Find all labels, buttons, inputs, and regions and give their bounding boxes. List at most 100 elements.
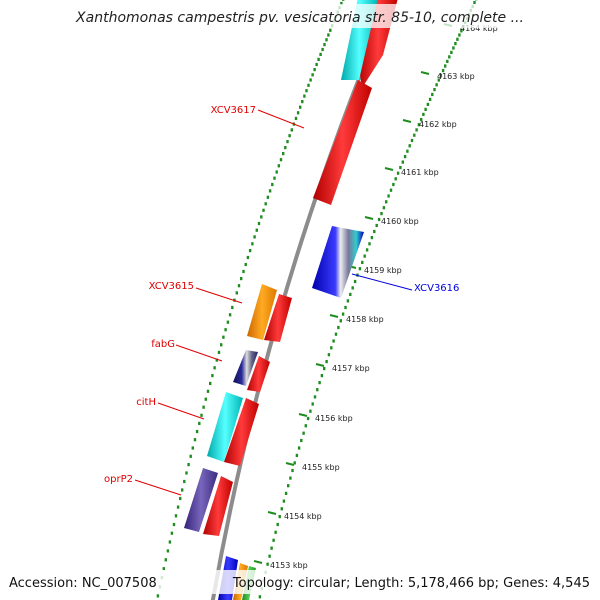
outer-track-dot <box>353 279 357 284</box>
scale-tick-mark <box>402 119 412 123</box>
scale-tick-mark <box>253 560 263 564</box>
outer-track-dot <box>323 367 326 371</box>
outer-track-dot <box>448 55 451 59</box>
feature-blue-xcv3616[interactable] <box>312 226 364 298</box>
scale-tick-mark <box>298 413 308 417</box>
outer-track-dot <box>452 46 455 50</box>
inner-track-dot <box>174 514 178 518</box>
outer-track-dot <box>444 64 447 68</box>
inner-track-dot <box>209 381 212 385</box>
inner-track-dot <box>215 358 218 362</box>
callout-line-fabg <box>175 344 223 362</box>
inner-track-dot <box>315 62 318 67</box>
inner-track-dot <box>228 313 232 317</box>
feature-orange-xcv3615[interactable] <box>247 284 277 340</box>
outer-track-dot <box>325 360 328 364</box>
feature-red-4157[interactable] <box>247 356 270 392</box>
gene-label-xcv3616[interactable]: XCV3616 <box>414 283 459 294</box>
gene-label-xcv3615[interactable]: XCV3615 <box>149 281 194 292</box>
outer-track-dot <box>433 88 436 92</box>
outer-track-dot <box>385 200 388 204</box>
scale-tick-label: 4154 kbp <box>284 512 322 521</box>
outer-track-dot <box>313 395 317 399</box>
outer-track-dot <box>365 248 369 252</box>
inner-track-dot <box>187 463 190 467</box>
outer-track-dot <box>387 194 390 198</box>
scale-tick-label: 4156 kbp <box>315 414 353 423</box>
genome-stats-text: Topology: circular; Length: 5,178,466 bp… <box>232 576 590 591</box>
feature-purple-oprp2[interactable] <box>184 468 218 532</box>
outer-track-dot <box>435 83 438 87</box>
inner-track-dot <box>268 189 272 193</box>
inner-track-dot <box>296 111 300 115</box>
outer-track-dot <box>422 112 425 116</box>
inner-track-dot <box>279 158 283 162</box>
outer-track-dot <box>413 133 416 137</box>
outer-track-dot <box>415 128 418 132</box>
inner-track-dot <box>237 284 241 288</box>
outer-track-dot <box>441 69 445 73</box>
inner-track-dot <box>240 277 243 281</box>
outer-track-dot <box>346 299 350 303</box>
inner-track-dot <box>288 134 291 138</box>
outer-track-dot <box>330 346 333 350</box>
inner-track-dot <box>200 413 203 417</box>
outer-track-dot <box>389 188 393 192</box>
outer-track-dot <box>304 424 307 428</box>
inner-track-dot <box>290 128 293 132</box>
outer-track-dot <box>339 319 342 323</box>
gene-label-xcv3617[interactable]: XCV3617 <box>211 105 256 116</box>
outer-track-dot <box>458 33 461 37</box>
outer-track-dot <box>426 102 430 106</box>
tick-lines <box>156 0 478 599</box>
inner-track-dot <box>156 594 160 598</box>
feature-red-xcv3617[interactable] <box>313 80 372 205</box>
feature-red-4154[interactable] <box>203 476 233 536</box>
inner-track-dot <box>307 83 310 87</box>
inner-track-dot <box>224 328 227 332</box>
inner-track-dot <box>273 176 276 180</box>
scale-tick-mark <box>364 216 374 220</box>
inner-track-dot <box>248 249 252 253</box>
footer-backdrop <box>0 570 600 594</box>
inner-track-dot <box>179 496 182 501</box>
inner-track-dot <box>168 540 172 544</box>
feature-red-4156[interactable] <box>224 398 259 466</box>
outer-track-dot <box>344 305 347 310</box>
scale-tick-label: 4158 kbp <box>346 315 384 324</box>
inner-track-dot <box>294 116 298 120</box>
feature-navy-fabg[interactable] <box>233 350 258 386</box>
inner-track-dot <box>164 558 167 562</box>
scale-tick-label: 4159 kbp <box>364 266 402 275</box>
inner-track-dot <box>176 505 180 509</box>
outer-track-dot <box>363 254 366 258</box>
gene-label-fabg[interactable]: fabG <box>151 339 175 350</box>
gene-label-oprp2[interactable]: oprP2 <box>104 474 133 485</box>
title-backdrop <box>0 4 600 28</box>
inner-track-dot <box>321 47 324 52</box>
outer-track-dot <box>375 223 378 228</box>
outer-track-dot <box>291 468 294 473</box>
outer-track-dot <box>302 431 305 435</box>
outer-track-dot <box>282 499 286 503</box>
outer-track-dot <box>297 446 301 450</box>
inner-track-dot <box>191 446 194 450</box>
gene-label-cith[interactable]: citH <box>136 397 156 408</box>
callout-line-xcv3617 <box>257 109 305 129</box>
inner-track-dot <box>284 146 287 150</box>
inner-track-dot <box>325 38 328 42</box>
inner-track-dot <box>231 305 234 310</box>
inner-track-dot <box>271 182 274 187</box>
outer-track-dot <box>361 260 364 264</box>
inner-track-dot <box>183 479 186 484</box>
outer-track-dot <box>382 206 386 210</box>
outer-track-dot <box>270 546 273 550</box>
outer-track-dot <box>439 73 443 77</box>
scale-ticks: 4164 kbp 4163 kbp 4162 kbp 4161 kbp 4160 kbp… <box>253 23 498 570</box>
outer-track-dot <box>316 388 319 392</box>
feature-cyan-cith[interactable] <box>207 392 243 462</box>
outer-track-dot <box>327 353 331 357</box>
callout-line-xcv3616 <box>351 273 413 291</box>
outer-track-dot <box>289 476 292 480</box>
feature-red-4158[interactable] <box>264 294 292 342</box>
